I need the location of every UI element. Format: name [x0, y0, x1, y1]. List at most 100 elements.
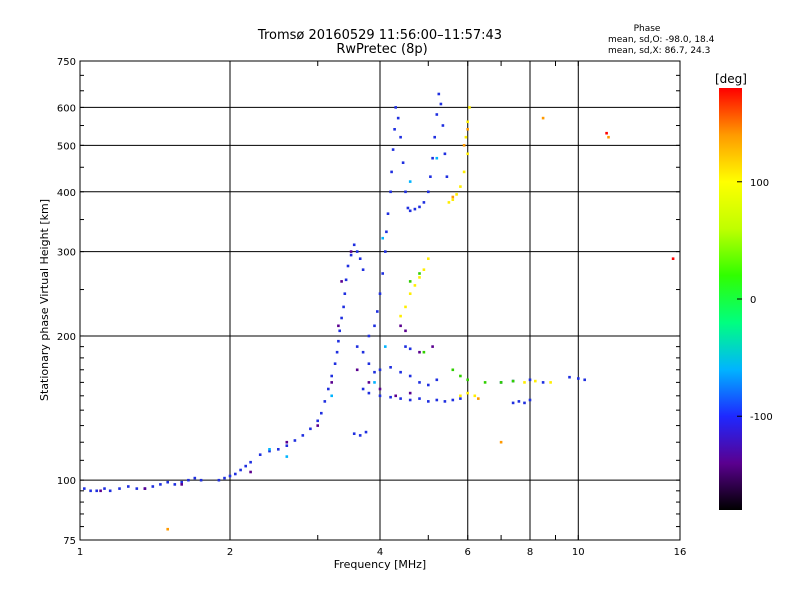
data-point [408, 374, 412, 378]
data-point [285, 444, 289, 447]
data-point [301, 434, 305, 437]
data-point [151, 485, 155, 488]
y-tick-label: 100 [57, 476, 76, 487]
data-point [127, 485, 130, 488]
y-axis-label: Stationary phase Virtual Height [km] [38, 199, 51, 401]
data-point [441, 124, 445, 127]
data-point [358, 257, 362, 260]
data-point [394, 394, 397, 398]
data-point [355, 345, 359, 348]
data-point [342, 305, 345, 309]
data-point [378, 368, 382, 372]
data-point [511, 379, 515, 383]
data-point [95, 489, 98, 493]
data-point [523, 381, 526, 384]
data-point [316, 419, 319, 423]
phase-o-stats: mean, sd,O: -98.0, 18.4 [608, 35, 715, 45]
y-tick-label: 750 [57, 57, 76, 68]
data-point [193, 476, 197, 480]
x-tick-label: 1 [77, 547, 83, 558]
data-point [459, 397, 462, 400]
data-point [340, 316, 343, 320]
data-point [367, 362, 371, 365]
data-point [239, 468, 242, 472]
data-point [466, 378, 469, 382]
data-point [381, 236, 384, 240]
data-point [118, 487, 121, 490]
data-point [483, 381, 487, 384]
data-point [249, 470, 252, 474]
data-point [386, 212, 390, 215]
data-point [477, 397, 480, 400]
data-point [404, 329, 407, 333]
data-point [528, 398, 532, 402]
data-point [399, 135, 402, 139]
data-point [437, 92, 441, 96]
colorbar-tick-label: 0 [750, 295, 756, 306]
data-point [408, 398, 412, 402]
data-point [389, 190, 392, 194]
data-point [418, 350, 421, 354]
x-tick-label: 2 [227, 547, 233, 558]
data-point [364, 430, 368, 434]
data-point [323, 400, 327, 403]
data-point [399, 370, 402, 374]
data-points [83, 92, 675, 531]
data-point [135, 487, 139, 490]
data-point [249, 460, 252, 464]
data-point [451, 195, 455, 199]
data-point [427, 257, 430, 260]
data-point [427, 400, 430, 403]
data-point [445, 175, 449, 178]
x-tick-label: 4 [377, 547, 383, 558]
phase-x-stats: mean, sd,X: 86.7, 24.3 [608, 46, 710, 56]
data-point [234, 472, 237, 476]
data-point [352, 243, 356, 247]
data-point [349, 250, 353, 253]
data-point [384, 345, 387, 348]
data-point [217, 478, 221, 482]
data-point [385, 230, 388, 234]
data-point [373, 381, 376, 384]
data-point [361, 268, 365, 271]
data-point [330, 381, 333, 384]
data-point [373, 324, 376, 328]
data-point [293, 439, 297, 442]
data-point [361, 350, 365, 354]
data-point [344, 278, 348, 282]
data-point [517, 400, 521, 403]
data-point [399, 324, 402, 328]
data-point [443, 152, 447, 156]
data-point [422, 201, 426, 204]
data-point [337, 324, 340, 328]
data-point [391, 148, 395, 151]
data-point [327, 387, 330, 391]
data-point [418, 381, 421, 384]
data-point [367, 334, 371, 338]
y-tick-label: 400 [57, 188, 76, 199]
data-point [418, 276, 421, 279]
data-point [404, 190, 407, 194]
data-point [199, 478, 203, 482]
data-point [443, 400, 447, 403]
y-tick-label: 300 [57, 248, 76, 259]
data-point [462, 144, 466, 147]
data-point [466, 152, 469, 156]
data-point [427, 190, 430, 194]
data-point [378, 292, 382, 295]
data-point [451, 398, 455, 402]
data-point [404, 345, 407, 348]
data-point [459, 185, 462, 188]
data-point [431, 345, 434, 348]
data-point [605, 131, 608, 135]
data-point [466, 391, 469, 395]
colorbar: [deg] 100 0 -100 [715, 72, 773, 510]
data-point [406, 206, 410, 210]
data-point [451, 198, 455, 201]
data-point [352, 432, 356, 435]
data-point [143, 487, 147, 490]
data-point [159, 483, 162, 486]
phase-heading: Phase [634, 24, 661, 34]
data-point [285, 440, 289, 444]
data-point [367, 391, 371, 395]
